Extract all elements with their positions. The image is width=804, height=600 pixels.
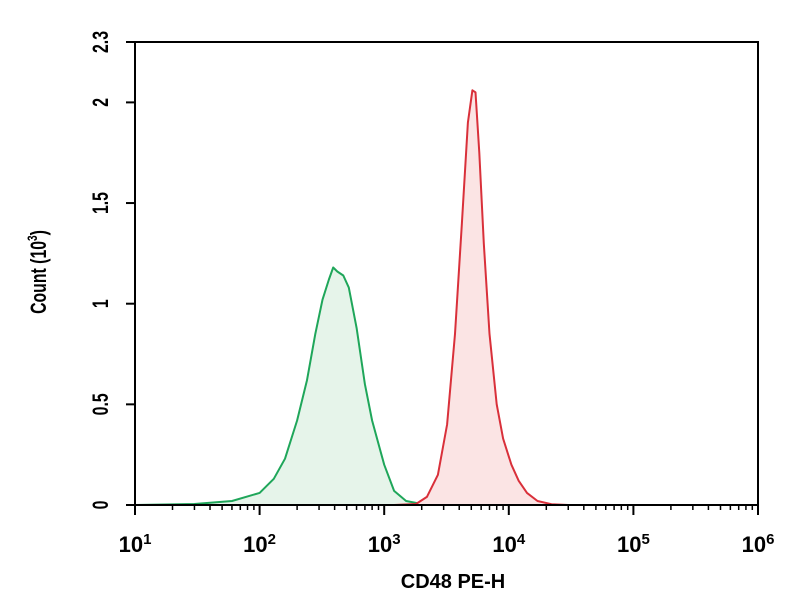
y-axis: 0 0.5 1 1.5 2 2.3 <box>90 31 135 509</box>
x-tick-label: 101 <box>119 531 152 557</box>
y-tick-label: 1 <box>90 299 114 308</box>
y-tick-label: 2.3 <box>90 31 114 53</box>
y-tick-label: 2 <box>90 98 114 107</box>
plot-frame <box>134 41 759 506</box>
series-1-line <box>134 266 472 506</box>
series-2-line <box>394 89 569 506</box>
y-tick-label: 0.5 <box>90 393 114 415</box>
y-axis-title-exponent: 3 <box>24 235 40 241</box>
series-layer <box>134 89 569 506</box>
y-tick-label: 0 <box>90 501 114 510</box>
y-axis-title-close: ) <box>28 230 52 235</box>
x-axis-title: CD48 PE-H <box>401 571 505 593</box>
y-tick-label: 1.5 <box>90 192 114 214</box>
x-axis: 101 102 103 104 105 106 <box>119 505 775 557</box>
x-tick-label: 103 <box>368 531 401 557</box>
y-axis-title-main: Count (10 <box>28 241 52 314</box>
y-axis-title: Count (103) <box>24 230 51 314</box>
x-tick-label: 106 <box>742 531 775 557</box>
series-2-area <box>394 90 569 506</box>
x-tick-label: 105 <box>617 531 650 557</box>
x-tick-label: 102 <box>243 531 276 557</box>
series-1-area <box>135 267 472 505</box>
x-tick-label: 104 <box>492 531 525 557</box>
